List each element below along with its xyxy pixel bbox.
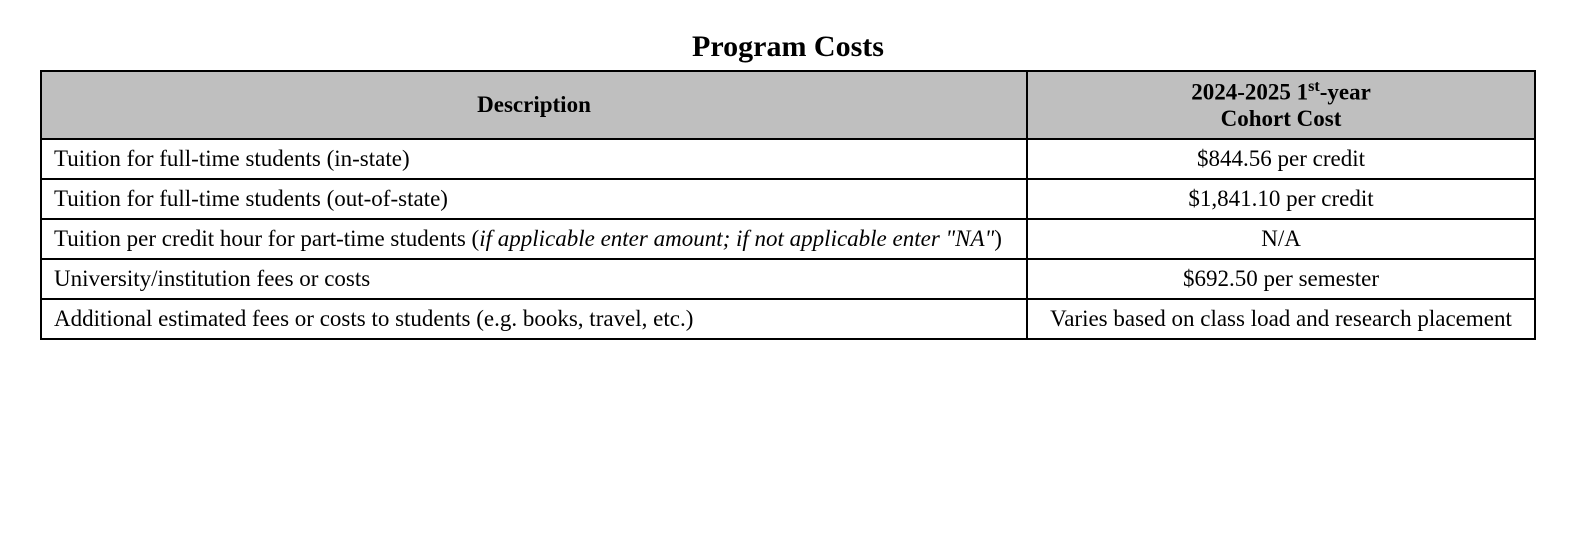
desc-cell: Additional estimated fees or costs to st…	[41, 299, 1027, 339]
header-cost: 2024-2025 1st-year Cohort Cost	[1027, 71, 1535, 139]
desc-cell: University/institution fees or costs	[41, 259, 1027, 299]
table-row: Tuition per credit hour for part-time st…	[41, 219, 1535, 259]
desc-italic: if applicable enter amount; if not appli…	[479, 226, 994, 251]
desc-plain: University/institution fees or costs	[54, 266, 370, 291]
desc-plain: Tuition for full-time students (out-of-s…	[54, 186, 448, 211]
desc-cell: Tuition for full-time students (out-of-s…	[41, 179, 1027, 219]
program-costs-table: Description 2024-2025 1st-year Cohort Co…	[40, 70, 1536, 340]
header-row: Description 2024-2025 1st-year Cohort Co…	[41, 71, 1535, 139]
desc-suffix: )	[994, 226, 1002, 251]
cost-cell: $1,841.10 per credit	[1027, 179, 1535, 219]
cost-cell: $692.50 per semester	[1027, 259, 1535, 299]
header-cost-line2: Cohort Cost	[1221, 106, 1342, 131]
cost-cell: N/A	[1027, 219, 1535, 259]
table-title: Program Costs	[40, 30, 1536, 64]
table-row: University/institution fees or costs $69…	[41, 259, 1535, 299]
desc-plain: Tuition for full-time students (in-state…	[54, 146, 410, 171]
table-row: Tuition for full-time students (out-of-s…	[41, 179, 1535, 219]
table-row: Tuition for full-time students (in-state…	[41, 139, 1535, 179]
header-description: Description	[41, 71, 1027, 139]
cost-cell: $844.56 per credit	[1027, 139, 1535, 179]
header-cost-prefix: 2024-2025 1	[1191, 80, 1308, 105]
desc-plain: Additional estimated fees or costs to st…	[54, 306, 693, 331]
desc-plain: Tuition per credit hour for part-time st…	[54, 226, 479, 251]
header-cost-suffix: -year	[1320, 80, 1371, 105]
table-row: Additional estimated fees or costs to st…	[41, 299, 1535, 339]
desc-cell: Tuition for full-time students (in-state…	[41, 139, 1027, 179]
desc-cell: Tuition per credit hour for part-time st…	[41, 219, 1027, 259]
cost-cell: Varies based on class load and research …	[1027, 299, 1535, 339]
header-cost-super: st	[1308, 78, 1320, 95]
table-body: Tuition for full-time students (in-state…	[41, 139, 1535, 339]
